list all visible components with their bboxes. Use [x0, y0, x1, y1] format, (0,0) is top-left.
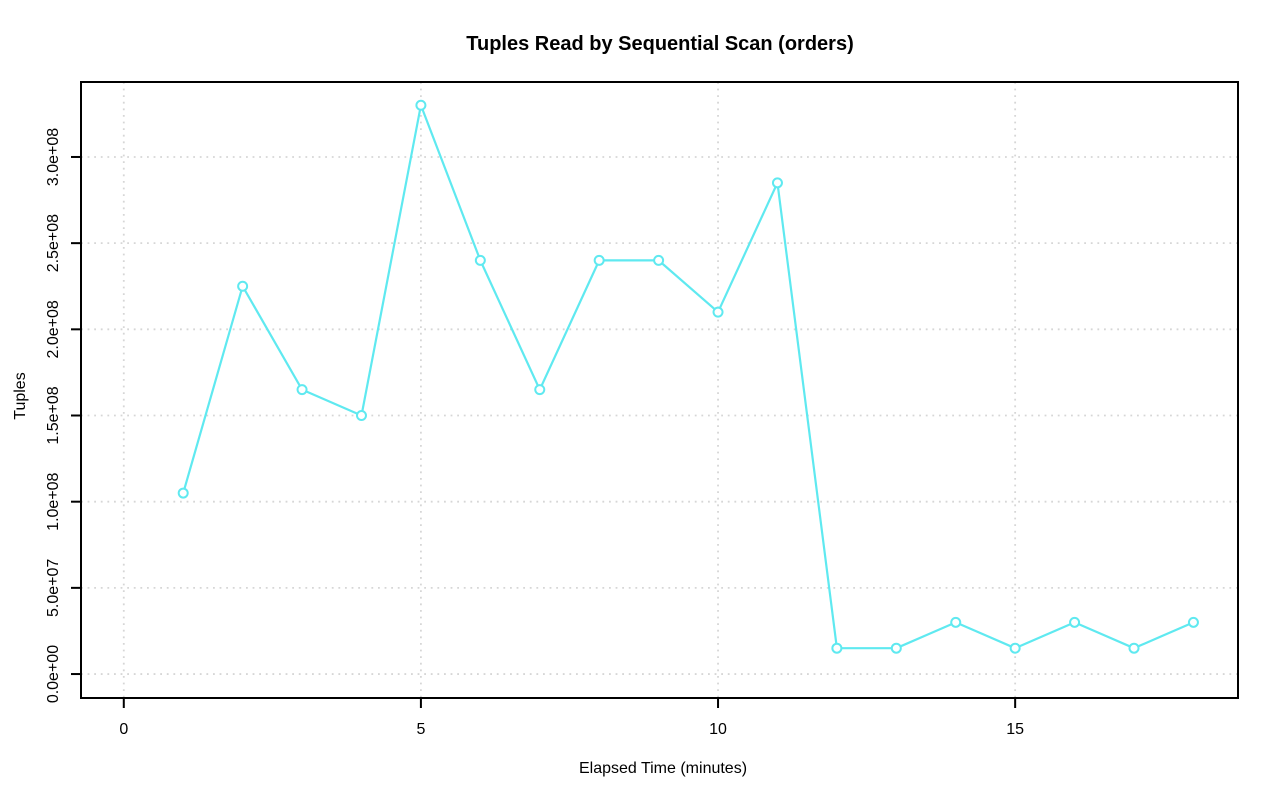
data-line: [182, 104, 1195, 650]
gridlines: [81, 82, 1238, 698]
data-point: [653, 254, 665, 266]
y-tick-label: 1.5e+08: [45, 386, 62, 444]
y-tick-label: 1.0e+08: [45, 472, 62, 530]
data-point: [890, 642, 902, 654]
chart-title: Tuples Read by Sequential Scan (orders): [466, 33, 854, 55]
x-tick-label: 10: [709, 721, 727, 738]
x-axis-label: Elapsed Time (minutes): [579, 760, 747, 777]
data-point: [474, 254, 486, 266]
x-tick-label: 15: [1006, 721, 1024, 738]
tick-labels: 0 5 10 15 0.0e+00 5.0e+07 1.0e+08 1.5e+08 2.0e+0…: [45, 128, 1024, 738]
axes: [71, 81, 1239, 708]
y-tick-label: 2.5e+08: [45, 214, 62, 272]
plot-border: [80, 81, 1239, 699]
y-tick-label: 2.0e+08: [45, 300, 62, 358]
data-point: [415, 99, 427, 111]
y-tick-label: 5.0e+07: [45, 559, 62, 617]
data-point: [771, 177, 783, 189]
y-axis-label: Tuples: [12, 372, 29, 419]
data-point: [712, 306, 724, 318]
data-point: [1128, 642, 1140, 654]
data-point: [1009, 642, 1021, 654]
x-tick-label: 0: [119, 721, 128, 738]
x-tick-label: 5: [416, 721, 425, 738]
y-tick-label: 0.0e+00: [45, 645, 62, 703]
data-point: [355, 410, 367, 422]
data-series: [177, 99, 1199, 654]
data-point: [950, 616, 962, 628]
y-tick-label: 3.0e+08: [45, 128, 62, 186]
data-point: [831, 642, 843, 654]
data-point: [593, 254, 605, 266]
data-point: [177, 487, 189, 499]
data-point: [296, 384, 308, 396]
data-point: [534, 384, 546, 396]
data-point: [237, 280, 249, 292]
data-point: [1187, 616, 1199, 628]
data-point: [1069, 616, 1081, 628]
